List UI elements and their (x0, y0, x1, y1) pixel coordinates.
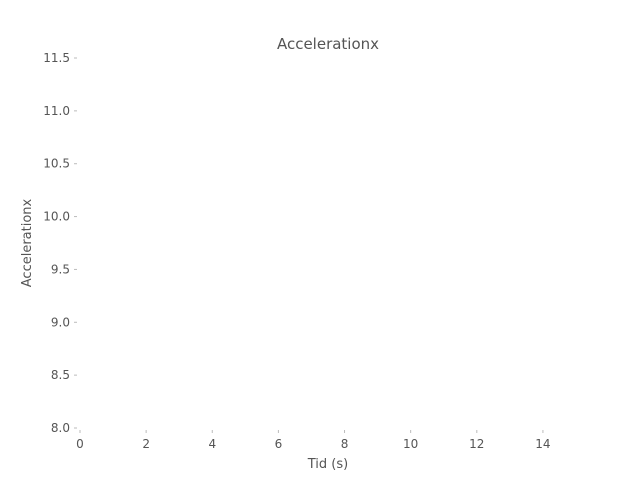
y-tick-label: 10.0 (43, 210, 70, 224)
chart-title: Accelerationx (277, 35, 379, 53)
y-axis-ticks: 8.0 8.5 9.0 9.5 10.0 10.5 11.0 11.5 (43, 51, 77, 435)
x-tick-label: 0 (76, 437, 84, 451)
x-tick-label: 4 (208, 437, 216, 451)
x-tick-label: 6 (275, 437, 283, 451)
x-axis-label: Tid (s) (307, 457, 348, 472)
y-tick-label: 11.5 (43, 51, 70, 65)
y-tick-label: 11.0 (43, 104, 70, 118)
y-tick-label: 8.0 (51, 421, 70, 435)
x-tick-label: 8 (341, 437, 349, 451)
x-tick-label: 12 (469, 437, 484, 451)
y-tick-label: 9.5 (51, 262, 70, 276)
x-tick-label: 2 (142, 437, 150, 451)
x-tick-label: 14 (535, 437, 550, 451)
y-tick-label: 10.5 (43, 157, 70, 171)
y-axis-label: Accelerationx (20, 198, 35, 287)
y-tick-label: 8.5 (51, 368, 70, 382)
x-axis-ticks: 0 2 4 6 8 10 12 14 (76, 430, 551, 451)
y-tick-label: 9.0 (51, 315, 70, 329)
x-tick-label: 10 (403, 437, 418, 451)
